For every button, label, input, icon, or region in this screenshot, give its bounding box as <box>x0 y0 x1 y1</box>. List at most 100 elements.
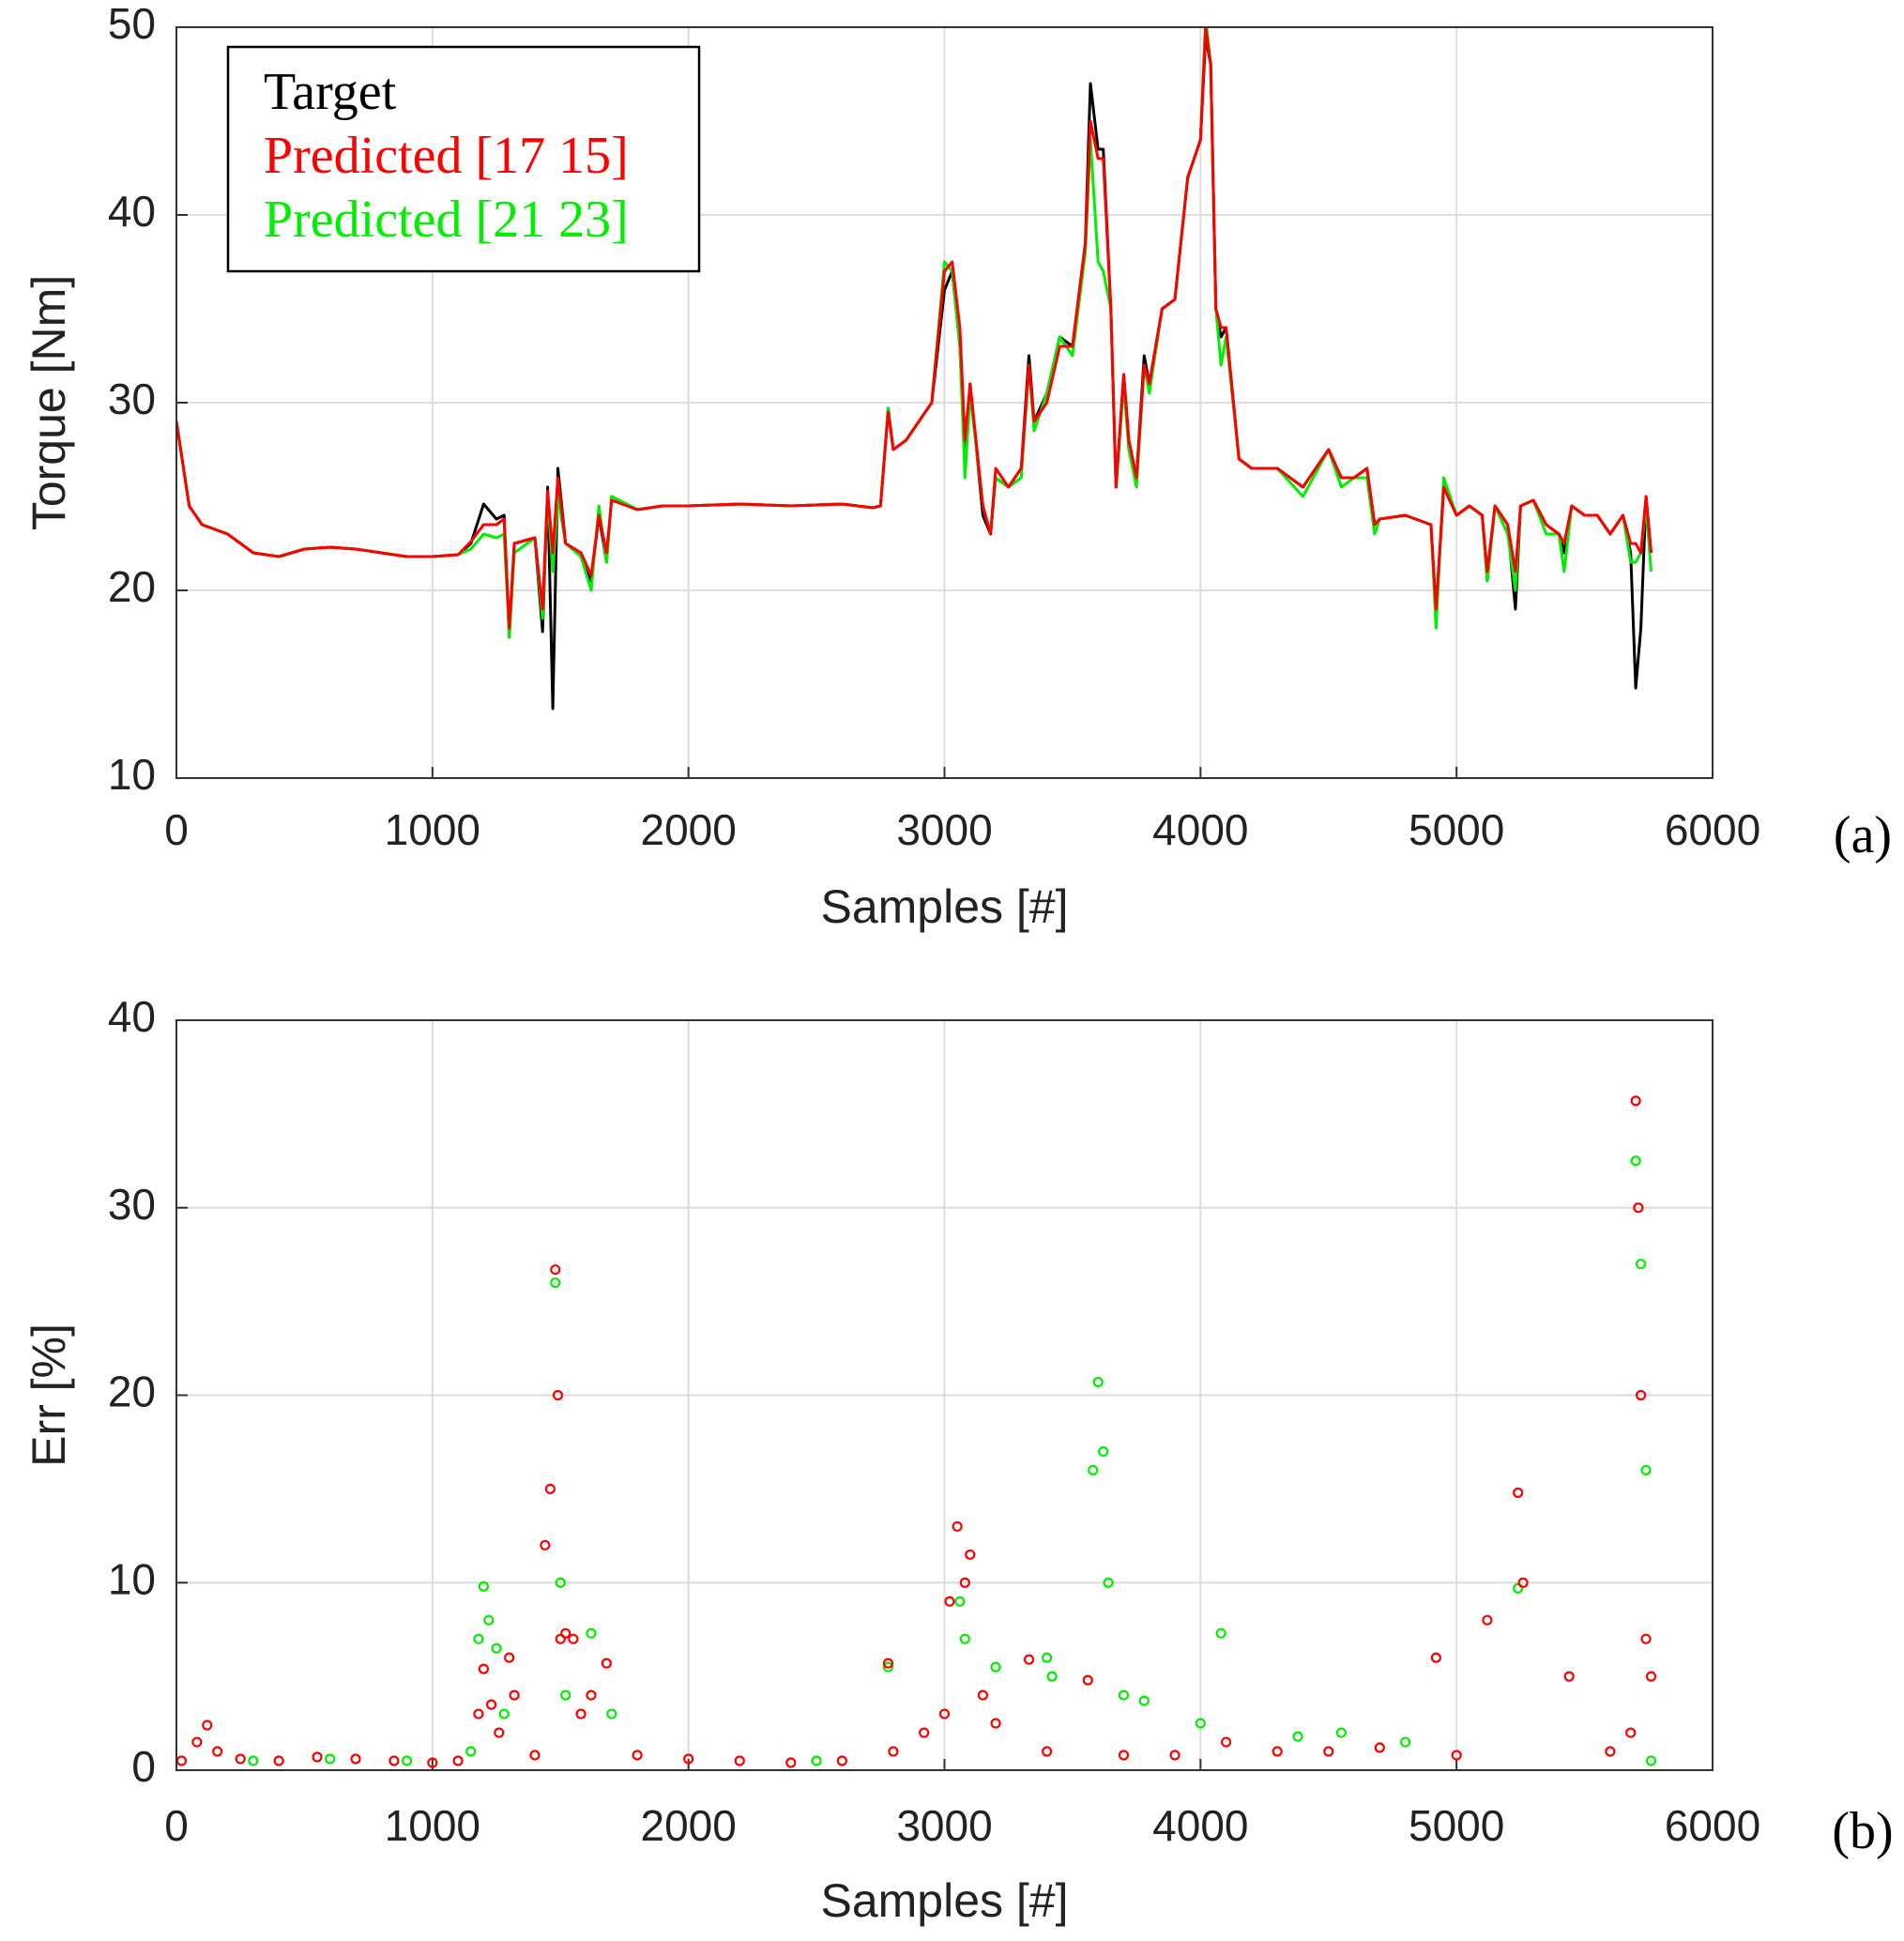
x-tick-label: 6000 <box>1665 805 1760 854</box>
legend-label: Predicted [21 23] <box>264 191 629 249</box>
scatter-point <box>483 1614 495 1626</box>
scatter-point <box>550 1264 561 1276</box>
scatter-point <box>568 1633 579 1644</box>
x-axis-title: Samples [#] <box>820 880 1068 933</box>
scatter-point <box>1645 1671 1657 1682</box>
y-tick-label: 0 <box>131 1742 156 1791</box>
scatter-point <box>1513 1582 1524 1594</box>
scatter-point <box>888 1746 899 1757</box>
scatter-point <box>560 1689 571 1701</box>
scatter-point <box>529 1750 541 1761</box>
scatter-point <box>1272 1746 1283 1757</box>
x-tick-label: 5000 <box>1409 805 1504 854</box>
scatter-point <box>1138 1695 1150 1706</box>
scatter-point <box>1221 1736 1232 1748</box>
scatter-point <box>1118 1750 1130 1761</box>
scatter-point <box>1430 1652 1441 1663</box>
scatter-point <box>555 1633 566 1644</box>
scatter-point <box>509 1689 520 1701</box>
scatter-point <box>560 1628 571 1639</box>
x-tick-label: 1000 <box>385 1801 480 1850</box>
scatter-point <box>1323 1746 1334 1757</box>
y-tick-label: 10 <box>108 1554 156 1603</box>
scatter-point <box>273 1755 284 1766</box>
scatter-point <box>552 1389 564 1401</box>
scatter-point <box>1645 1755 1657 1766</box>
scatter-point <box>586 1628 597 1639</box>
scatter-point <box>632 1750 643 1761</box>
scatter-point <box>401 1755 413 1766</box>
x-tick-label: 0 <box>164 1801 189 1850</box>
scatter-point <box>478 1663 490 1674</box>
scatter-point <box>473 1633 484 1644</box>
scatter-point <box>202 1719 213 1731</box>
scatter-point <box>1046 1671 1058 1682</box>
scatter-point <box>601 1658 612 1669</box>
scatter-point <box>191 1736 203 1748</box>
scatter-point <box>478 1581 490 1592</box>
legend-label: Predicted [17 15] <box>264 127 629 185</box>
scatter-point <box>1292 1731 1303 1742</box>
y-tick-label: 20 <box>108 1368 156 1416</box>
scatter-point <box>977 1689 989 1701</box>
scatter-point <box>785 1757 797 1768</box>
scatter-point <box>235 1753 246 1765</box>
panel-label: (b) <box>1832 1802 1893 1860</box>
scatter-point <box>606 1708 617 1719</box>
scatter-point <box>811 1755 822 1766</box>
x-tick-label: 3000 <box>896 1801 992 1850</box>
x-tick-label: 6000 <box>1665 1801 1760 1850</box>
scatter-point <box>1636 1259 1647 1270</box>
scatter-point <box>1088 1464 1099 1476</box>
y-tick-label: 50 <box>108 0 156 48</box>
marks <box>176 1095 1657 1768</box>
x-tick-label: 0 <box>164 805 189 854</box>
scatter-point <box>550 1277 561 1289</box>
scatter-point <box>1118 1689 1130 1701</box>
scatter-point <box>952 1521 963 1532</box>
legend-label: Target <box>264 63 397 121</box>
scatter-point <box>1335 1727 1347 1738</box>
scatter-point <box>944 1596 955 1607</box>
scatter-point <box>388 1755 400 1766</box>
y-tick-label: 40 <box>108 992 156 1041</box>
scatter-point <box>836 1755 847 1766</box>
scatter-point <box>555 1577 566 1588</box>
scatter-point <box>734 1755 745 1766</box>
scatter-point <box>473 1708 484 1719</box>
scatter-point <box>1636 1389 1647 1401</box>
scatter-point <box>882 1658 894 1669</box>
scatter-point <box>452 1755 464 1766</box>
x-tick-label: 3000 <box>896 805 992 854</box>
scatter-point <box>1374 1742 1385 1753</box>
scatter-point <box>1625 1727 1637 1738</box>
x-tick-label: 2000 <box>640 1801 736 1850</box>
scatter-point <box>882 1661 894 1673</box>
y-tick-label: 40 <box>108 187 156 236</box>
x-tick-label: 4000 <box>1152 805 1248 854</box>
scatter-point <box>1215 1628 1226 1639</box>
scatter-point <box>1098 1445 1109 1458</box>
scatter-point <box>586 1689 597 1701</box>
y-axis-title: Err [%] <box>23 1323 75 1467</box>
x-axis-title: Samples [#] <box>820 1874 1068 1927</box>
scatter-point <box>919 1727 930 1738</box>
scatter-point <box>494 1727 505 1738</box>
scatter-point <box>1082 1674 1093 1686</box>
scatter-point <box>1103 1577 1114 1588</box>
scatter-point <box>1023 1654 1035 1665</box>
scatter-point <box>1640 1464 1652 1476</box>
scatter-point <box>498 1708 510 1719</box>
scatter-point <box>1451 1750 1462 1761</box>
scatter-point <box>683 1753 694 1765</box>
scatter-point <box>544 1483 556 1494</box>
scatter-point <box>427 1757 438 1768</box>
x-tick-label: 1000 <box>385 805 480 854</box>
scatter-point <box>325 1753 336 1765</box>
scatter-point <box>1640 1633 1652 1644</box>
scatter-point <box>1633 1202 1644 1214</box>
y-tick-label: 30 <box>108 1180 156 1229</box>
scatter-point <box>1630 1155 1641 1167</box>
plot-frame <box>175 26 1714 779</box>
